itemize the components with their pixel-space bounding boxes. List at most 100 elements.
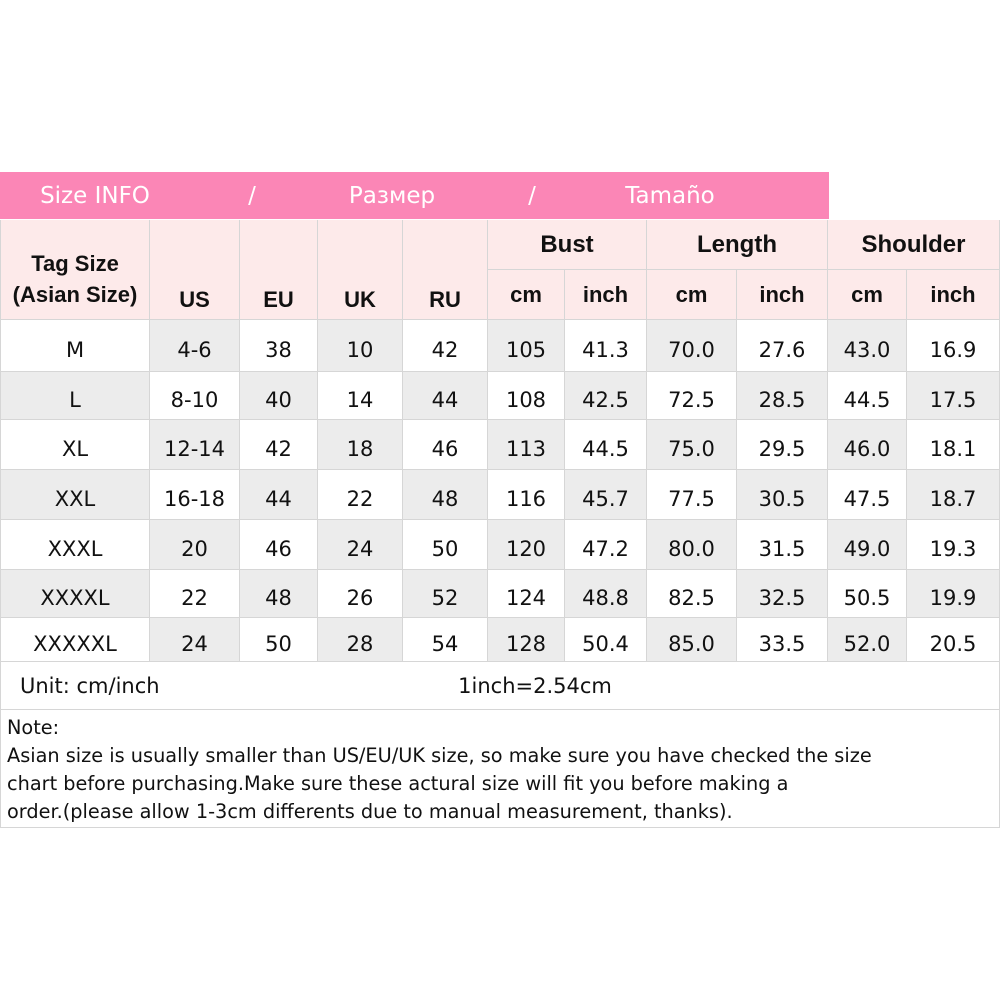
size-value: 70.0: [647, 320, 737, 372]
size-value: 82.5: [647, 570, 737, 618]
size-value: 75.0: [647, 420, 737, 470]
tag-size-line: Tag Size: [31, 250, 119, 276]
size-value: 52.0: [828, 618, 907, 662]
tag-size: M: [0, 320, 150, 372]
size-value: 49.0: [828, 520, 907, 570]
group-header: Bust: [488, 220, 647, 270]
size-value: 29.5: [737, 420, 828, 470]
size-value: 24: [318, 520, 403, 570]
size-value: 50.4: [565, 618, 647, 662]
group-header: Shoulder: [828, 220, 1000, 270]
size-value: 50: [240, 618, 318, 662]
tag-size: L: [0, 372, 150, 420]
size-value: 48.8: [565, 570, 647, 618]
tag-size: XXXL: [0, 520, 150, 570]
column-header: RU: [403, 220, 488, 320]
group-header: Length: [647, 220, 828, 270]
size-value: 26: [318, 570, 403, 618]
size-value: 22: [150, 570, 240, 618]
size-value: 116: [488, 470, 565, 520]
size-value: 32.5: [737, 570, 828, 618]
size-value: 47.2: [565, 520, 647, 570]
size-value: 50: [403, 520, 488, 570]
size-value: 18.7: [907, 470, 1000, 520]
size-value: 124: [488, 570, 565, 618]
unit-header: cm: [647, 270, 737, 320]
banner-text: Tamaño: [625, 182, 715, 209]
size-value: 18: [318, 420, 403, 470]
size-value: 48: [403, 470, 488, 520]
size-value: 52: [403, 570, 488, 618]
banner-text: Size INFO: [40, 182, 150, 209]
size-value: 16-18: [150, 470, 240, 520]
footer-row: [0, 662, 1000, 710]
size-value: 42: [240, 420, 318, 470]
size-value: 46.0: [828, 420, 907, 470]
size-value: 46: [240, 520, 318, 570]
size-value: 20: [150, 520, 240, 570]
tag-size: XXXXXL: [0, 618, 150, 662]
size-value: 41.3: [565, 320, 647, 372]
note-line: order.(please allow 1-3cm differents due…: [7, 800, 733, 823]
size-value: 44: [403, 372, 488, 420]
column-header: EU: [240, 220, 318, 320]
size-value: 77.5: [647, 470, 737, 520]
size-value: 54: [403, 618, 488, 662]
tag-size-line: (Asian Size): [12, 281, 138, 307]
size-value: 33.5: [737, 618, 828, 662]
size-value: 38: [240, 320, 318, 372]
banner: [0, 172, 829, 219]
size-value: 44: [240, 470, 318, 520]
size-value: 44.5: [828, 372, 907, 420]
unit-text: Unit: cm/inch: [20, 674, 160, 698]
tag-size: XXXXL: [0, 570, 150, 618]
size-value: 31.5: [737, 520, 828, 570]
tag-size: XL: [0, 420, 150, 470]
size-value: 19.3: [907, 520, 1000, 570]
size-value: 20.5: [907, 618, 1000, 662]
unit-header: inch: [737, 270, 828, 320]
size-value: 42.5: [565, 372, 647, 420]
size-value: 16.9: [907, 320, 1000, 372]
column-header: UK: [318, 220, 403, 320]
size-value: 22: [318, 470, 403, 520]
size-value: 12-14: [150, 420, 240, 470]
size-value: 28.5: [737, 372, 828, 420]
size-value: 105: [488, 320, 565, 372]
note: Note: Asian size is usually smaller than …: [0, 710, 1000, 828]
size-value: 40: [240, 372, 318, 420]
size-value: 113: [488, 420, 565, 470]
note-line: Note:: [7, 716, 60, 739]
size-value: 18.1: [907, 420, 1000, 470]
size-value: 10: [318, 320, 403, 372]
size-value: 85.0: [647, 618, 737, 662]
size-value: 19.9: [907, 570, 1000, 618]
size-value: 128: [488, 618, 565, 662]
column-header: US: [150, 220, 240, 320]
size-value: 17.5: [907, 372, 1000, 420]
tag-size-header: Tag Size (Asian Size): [0, 220, 150, 320]
size-value: 48: [240, 570, 318, 618]
size-value: 4-6: [150, 320, 240, 372]
size-value: 72.5: [647, 372, 737, 420]
size-value: 46: [403, 420, 488, 470]
size-value: 47.5: [828, 470, 907, 520]
note-line: Asian size is usually smaller than US/EU…: [7, 744, 872, 767]
size-value: 50.5: [828, 570, 907, 618]
size-value: 30.5: [737, 470, 828, 520]
size-value: 45.7: [565, 470, 647, 520]
size-value: 42: [403, 320, 488, 372]
banner-text: /: [248, 182, 256, 209]
banner-text: Размер: [348, 182, 436, 209]
banner-text: /: [528, 182, 536, 209]
size-value: 8-10: [150, 372, 240, 420]
size-value: 14: [318, 372, 403, 420]
size-value: 120: [488, 520, 565, 570]
tag-size: XXL: [0, 470, 150, 520]
unit-header: inch: [565, 270, 647, 320]
conversion-text: 1inch=2.54cm: [458, 674, 612, 698]
unit-header: inch: [907, 270, 1000, 320]
note-line: chart before purchasing.Make sure these …: [7, 772, 789, 795]
size-value: 80.0: [647, 520, 737, 570]
